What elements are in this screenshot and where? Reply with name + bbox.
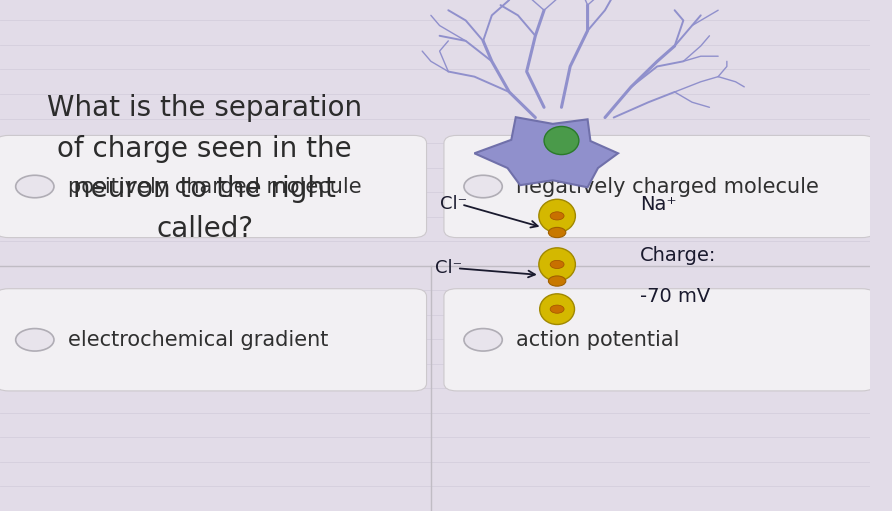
Text: negatively charged molecule: negatively charged molecule — [516, 176, 819, 197]
Polygon shape — [475, 117, 618, 188]
Text: positively charged molecule: positively charged molecule — [68, 176, 361, 197]
Ellipse shape — [540, 294, 574, 324]
FancyBboxPatch shape — [0, 135, 426, 238]
Ellipse shape — [544, 127, 579, 155]
Circle shape — [550, 212, 564, 220]
Text: electrochemical gradient: electrochemical gradient — [68, 330, 328, 350]
Circle shape — [16, 329, 54, 351]
FancyBboxPatch shape — [444, 289, 875, 391]
Circle shape — [549, 276, 566, 286]
Ellipse shape — [539, 199, 575, 233]
Circle shape — [550, 260, 564, 269]
Circle shape — [550, 305, 564, 313]
Text: Charge:: Charge: — [640, 246, 716, 265]
Text: What is the separation
of charge seen in the
neuron to the right
called?: What is the separation of charge seen in… — [47, 95, 362, 243]
Text: -70 mV: -70 mV — [640, 287, 710, 306]
FancyBboxPatch shape — [444, 135, 875, 238]
Text: Cl⁻: Cl⁻ — [440, 195, 467, 214]
Text: action potential: action potential — [516, 330, 680, 350]
Circle shape — [464, 175, 502, 198]
FancyBboxPatch shape — [0, 289, 426, 391]
Ellipse shape — [539, 248, 575, 281]
Circle shape — [464, 329, 502, 351]
Text: Cl⁻: Cl⁻ — [435, 259, 462, 277]
Circle shape — [16, 175, 54, 198]
Circle shape — [549, 227, 566, 238]
Text: Na⁺: Na⁺ — [640, 195, 676, 214]
